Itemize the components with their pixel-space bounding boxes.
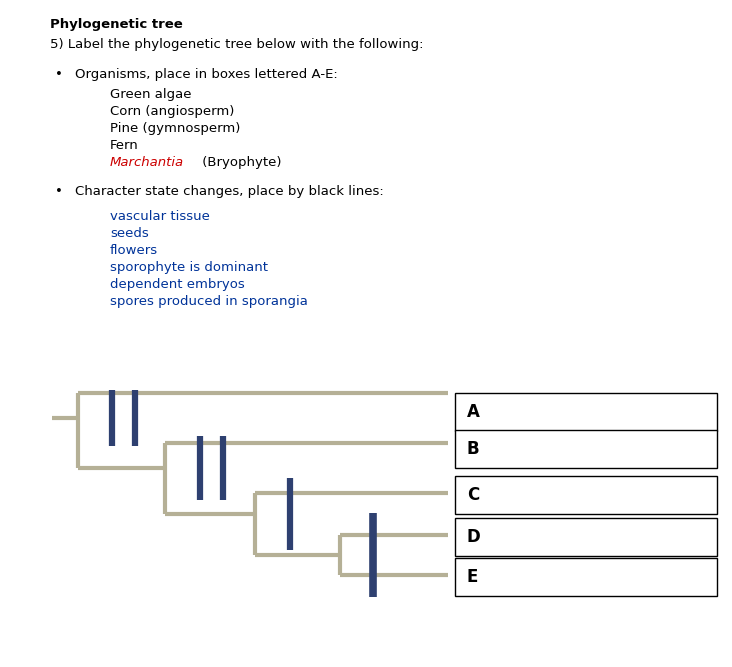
Text: A: A [467, 403, 480, 421]
Text: Character state changes, place by black lines:: Character state changes, place by black … [75, 185, 384, 198]
Text: spores produced in sporangia: spores produced in sporangia [110, 295, 308, 308]
Bar [455, 393, 717, 431]
Text: •: • [55, 185, 63, 198]
Text: •: • [55, 68, 63, 81]
Text: C: C [467, 486, 479, 504]
Text: vascular tissue: vascular tissue [110, 210, 210, 223]
Text: B: B [467, 440, 479, 458]
Bar [455, 558, 717, 596]
Text: Corn (angiosperm): Corn (angiosperm) [110, 105, 234, 118]
Bar [455, 430, 717, 468]
Text: D: D [467, 528, 481, 546]
Text: sporophyte is dominant: sporophyte is dominant [110, 261, 268, 274]
Text: Phylogenetic tree: Phylogenetic tree [50, 18, 183, 31]
Bar [455, 476, 717, 514]
Text: 5) Label the phylogenetic tree below with the following:: 5) Label the phylogenetic tree below wit… [50, 38, 424, 51]
Text: Pine (gymnosperm): Pine (gymnosperm) [110, 122, 240, 135]
Text: Marchantia: Marchantia [110, 156, 184, 169]
Text: dependent embryos: dependent embryos [110, 278, 244, 291]
Text: (Bryophyte): (Bryophyte) [198, 156, 282, 169]
Text: flowers: flowers [110, 244, 158, 257]
Bar [455, 518, 717, 556]
Text: seeds: seeds [110, 227, 149, 240]
Text: E: E [467, 568, 479, 586]
Text: Fern: Fern [110, 139, 139, 152]
Text: Green algae: Green algae [110, 88, 192, 101]
Text: Organisms, place in boxes lettered A-E:: Organisms, place in boxes lettered A-E: [75, 68, 337, 81]
